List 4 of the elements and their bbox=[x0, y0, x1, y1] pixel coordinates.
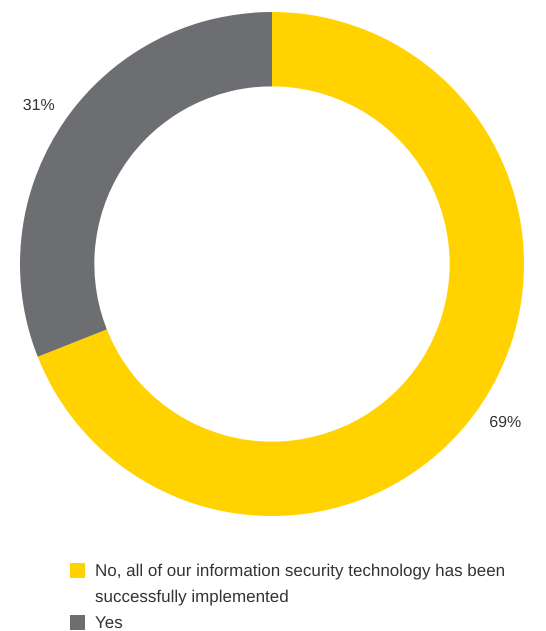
legend-label: Yes bbox=[95, 612, 124, 631]
data-label: 69% bbox=[489, 414, 522, 431]
data-label: 31% bbox=[22, 96, 55, 114]
legend-label: No, all of our information security technology has been successfully implemented bbox=[95, 560, 506, 608]
